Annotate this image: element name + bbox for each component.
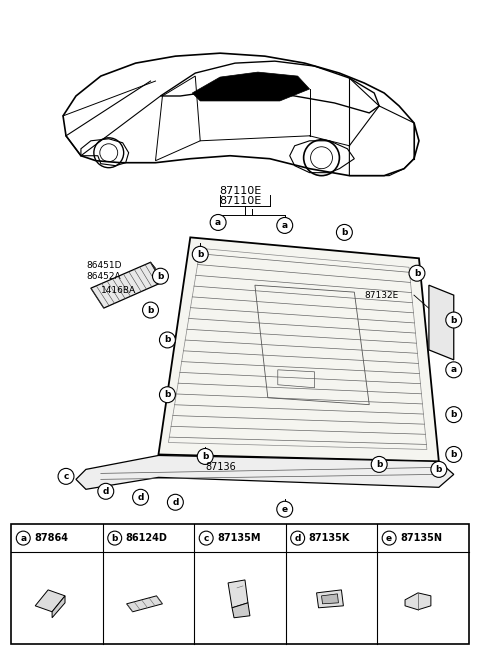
Text: b: b — [202, 452, 208, 461]
Circle shape — [409, 265, 425, 281]
Circle shape — [336, 225, 352, 240]
Text: b: b — [157, 272, 164, 281]
Polygon shape — [192, 72, 310, 101]
Polygon shape — [35, 590, 65, 612]
Text: 87132E: 87132E — [364, 291, 398, 299]
Text: d: d — [294, 534, 301, 542]
Text: d: d — [172, 498, 179, 507]
Text: 87135M: 87135M — [217, 533, 261, 543]
Text: b: b — [451, 450, 457, 459]
Text: 87110E: 87110E — [219, 196, 261, 206]
Circle shape — [58, 468, 74, 484]
Text: 87135K: 87135K — [309, 533, 350, 543]
Polygon shape — [316, 590, 343, 608]
Polygon shape — [322, 594, 338, 604]
Text: b: b — [111, 534, 118, 542]
Polygon shape — [405, 593, 431, 610]
Circle shape — [132, 489, 148, 505]
Circle shape — [143, 302, 158, 318]
Circle shape — [153, 269, 168, 284]
Text: b: b — [147, 306, 154, 314]
Circle shape — [197, 449, 213, 464]
Circle shape — [210, 214, 226, 231]
Circle shape — [446, 407, 462, 422]
Text: e: e — [282, 505, 288, 514]
Polygon shape — [228, 580, 248, 608]
Text: a: a — [20, 534, 26, 542]
Polygon shape — [158, 237, 439, 461]
Text: b: b — [197, 250, 204, 259]
Text: 87135N: 87135N — [400, 533, 442, 543]
Polygon shape — [91, 262, 162, 308]
Circle shape — [199, 531, 213, 545]
Text: d: d — [103, 487, 109, 496]
Polygon shape — [429, 285, 454, 360]
Circle shape — [446, 312, 462, 328]
Text: e: e — [386, 534, 392, 542]
Circle shape — [108, 531, 122, 545]
Circle shape — [431, 461, 447, 477]
Circle shape — [382, 531, 396, 545]
Circle shape — [168, 495, 183, 510]
Text: 86452A: 86452A — [86, 272, 120, 281]
Text: b: b — [436, 465, 442, 474]
Text: 87110E: 87110E — [219, 185, 261, 196]
Text: a: a — [215, 218, 221, 227]
Circle shape — [446, 362, 462, 378]
Circle shape — [446, 447, 462, 462]
Polygon shape — [232, 603, 250, 618]
Polygon shape — [52, 596, 65, 618]
Text: b: b — [451, 316, 457, 324]
Text: b: b — [341, 228, 348, 237]
Text: b: b — [451, 410, 457, 419]
Text: c: c — [63, 472, 69, 481]
Circle shape — [277, 217, 293, 233]
Text: 86124D: 86124D — [126, 533, 168, 543]
Bar — [12, 524, 468, 644]
Circle shape — [192, 246, 208, 262]
Text: b: b — [164, 335, 170, 345]
Text: 87864: 87864 — [34, 533, 68, 543]
Text: b: b — [164, 390, 170, 399]
Circle shape — [16, 531, 30, 545]
Circle shape — [98, 483, 114, 499]
Text: b: b — [376, 460, 383, 469]
Circle shape — [159, 332, 175, 348]
Text: b: b — [414, 269, 420, 278]
Text: 86451D: 86451D — [86, 261, 121, 270]
Text: 87136: 87136 — [205, 462, 236, 472]
Circle shape — [277, 501, 293, 517]
Polygon shape — [76, 455, 454, 489]
Text: c: c — [204, 534, 209, 542]
Text: d: d — [137, 493, 144, 502]
Text: 1416BA: 1416BA — [101, 286, 136, 295]
Text: a: a — [451, 365, 457, 374]
Polygon shape — [127, 596, 162, 612]
Circle shape — [291, 531, 305, 545]
Circle shape — [371, 457, 387, 472]
Circle shape — [159, 386, 175, 403]
Text: a: a — [282, 221, 288, 230]
